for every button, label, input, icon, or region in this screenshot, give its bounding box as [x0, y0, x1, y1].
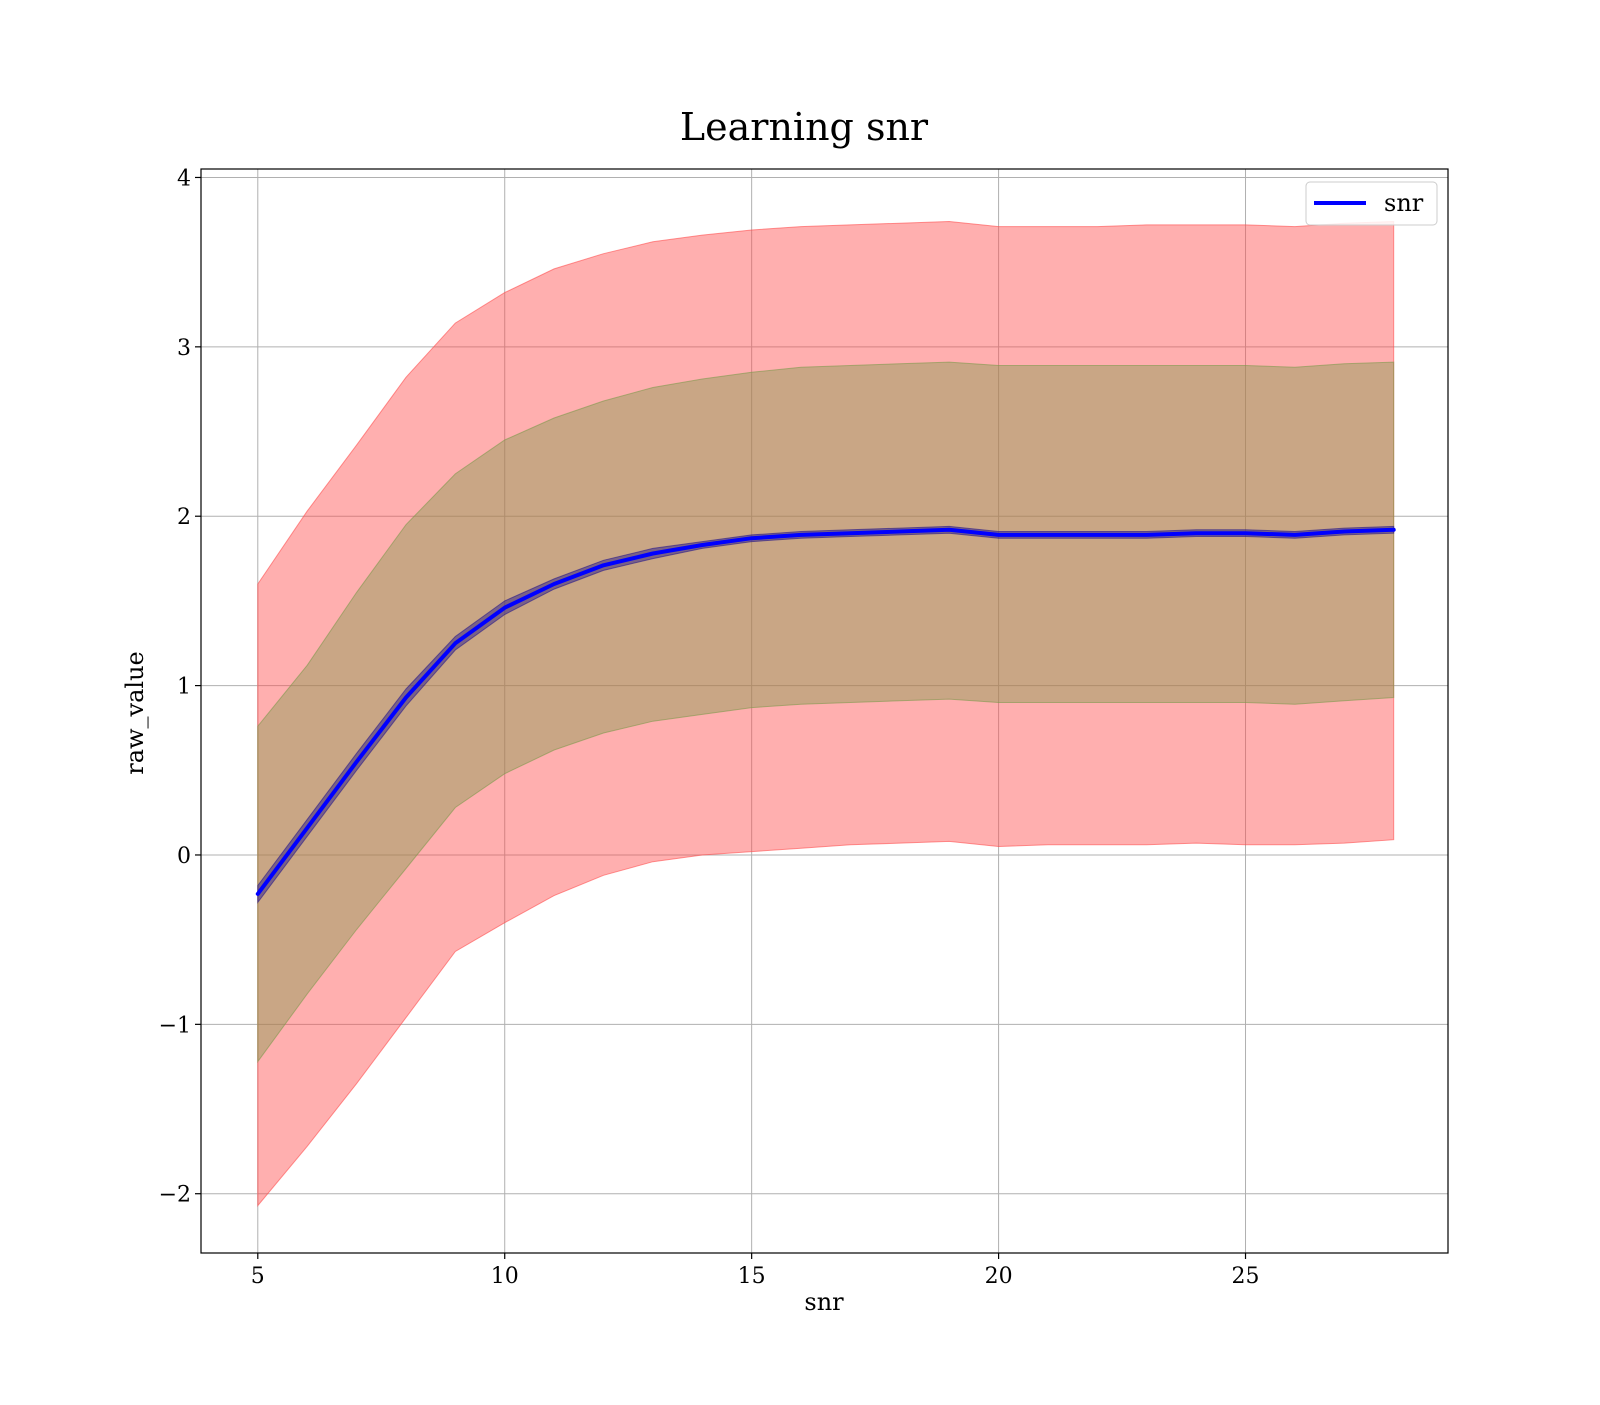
series-lines — [255, 527, 1396, 896]
chart-title: Learning snr — [680, 105, 929, 149]
series-line-snr — [255, 527, 1396, 896]
legend-box — [1305, 181, 1438, 226]
legend: snr — [1305, 181, 1438, 226]
y-tick-label: −1 — [159, 1013, 191, 1038]
x-tick-label: 20 — [985, 1264, 1013, 1289]
y-tick-label: 1 — [177, 675, 191, 700]
x-axis-ticks: 5 10 15 20 25 — [251, 1253, 1260, 1289]
band-narrow — [257, 525, 1395, 904]
x-axis-label: snr — [804, 1288, 844, 1316]
y-tick-label: 2 — [177, 505, 191, 530]
y-axis-label: raw_value — [121, 651, 149, 775]
plot-frame — [200, 168, 1449, 1254]
x-tick-label: 10 — [491, 1264, 519, 1289]
x-tick-label: 5 — [251, 1264, 265, 1289]
confidence-bands — [257, 220, 1395, 1207]
y-tick-label: 3 — [177, 336, 191, 361]
y-tick-label: 0 — [177, 844, 191, 869]
y-tick-label: 4 — [177, 166, 191, 191]
legend-label-snr: snr — [1384, 189, 1424, 217]
band-outer — [257, 220, 1395, 1207]
x-tick-label: 15 — [738, 1264, 766, 1289]
grid-lines — [201, 169, 1448, 1253]
y-tick-label: −2 — [159, 1183, 191, 1208]
y-axis-ticks: −2 −1 0 1 2 3 4 — [159, 166, 201, 1208]
x-tick-label: 25 — [1232, 1264, 1260, 1289]
